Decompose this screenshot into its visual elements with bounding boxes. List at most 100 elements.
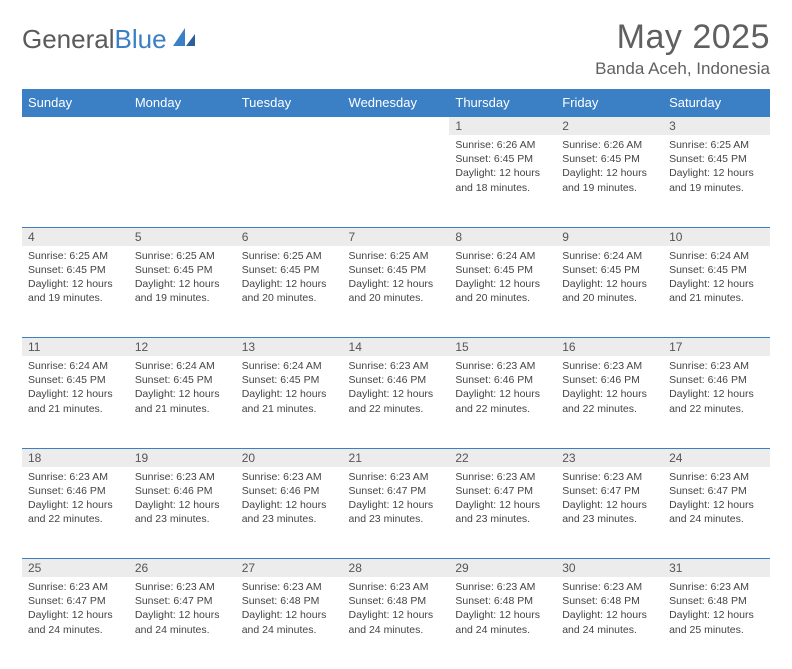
sunrise-line: Sunrise: 6:23 AM — [669, 470, 764, 484]
day-data-cell: Sunrise: 6:24 AMSunset: 6:45 PMDaylight:… — [236, 356, 343, 448]
sunrise-line: Sunrise: 6:23 AM — [455, 359, 550, 373]
day-data-cell: Sunrise: 6:23 AMSunset: 6:46 PMDaylight:… — [343, 356, 450, 448]
sunrise-line: Sunrise: 6:25 AM — [135, 249, 230, 263]
daylight-line: Daylight: 12 hours and 20 minutes. — [242, 277, 337, 305]
day-number-cell — [343, 117, 450, 136]
daylight-line: Daylight: 12 hours and 19 minutes. — [562, 166, 657, 194]
daylight-line: Daylight: 12 hours and 20 minutes. — [455, 277, 550, 305]
day-number-cell — [236, 117, 343, 136]
daylight-line: Daylight: 12 hours and 23 minutes. — [562, 498, 657, 526]
sunset-line: Sunset: 6:46 PM — [455, 373, 550, 387]
daylight-line: Daylight: 12 hours and 21 minutes. — [242, 387, 337, 415]
sunrise-line: Sunrise: 6:23 AM — [349, 359, 444, 373]
day-data-cell: Sunrise: 6:25 AMSunset: 6:45 PMDaylight:… — [236, 246, 343, 338]
title-block: May 2025 Banda Aceh, Indonesia — [595, 18, 770, 79]
daylight-line: Daylight: 12 hours and 24 minutes. — [242, 608, 337, 636]
day-data-cell: Sunrise: 6:23 AMSunset: 6:48 PMDaylight:… — [556, 577, 663, 669]
day-number-cell — [129, 117, 236, 136]
sunrise-line: Sunrise: 6:23 AM — [28, 470, 123, 484]
day-number-cell: 20 — [236, 448, 343, 467]
sunrise-line: Sunrise: 6:26 AM — [455, 138, 550, 152]
daylight-line: Daylight: 12 hours and 23 minutes. — [242, 498, 337, 526]
day-number-cell: 17 — [663, 338, 770, 357]
sunset-line: Sunset: 6:47 PM — [562, 484, 657, 498]
sunrise-line: Sunrise: 6:23 AM — [669, 359, 764, 373]
day-data-cell: Sunrise: 6:24 AMSunset: 6:45 PMDaylight:… — [449, 246, 556, 338]
sunset-line: Sunset: 6:46 PM — [28, 484, 123, 498]
day-data-cell: Sunrise: 6:23 AMSunset: 6:46 PMDaylight:… — [663, 356, 770, 448]
day-data-cell: Sunrise: 6:24 AMSunset: 6:45 PMDaylight:… — [556, 246, 663, 338]
day-number-cell: 19 — [129, 448, 236, 467]
daylight-line: Daylight: 12 hours and 20 minutes. — [349, 277, 444, 305]
day-number-cell: 8 — [449, 227, 556, 246]
sunset-line: Sunset: 6:47 PM — [669, 484, 764, 498]
day-data-cell: Sunrise: 6:25 AMSunset: 6:45 PMDaylight:… — [343, 246, 450, 338]
sail-icon — [171, 24, 197, 55]
sunrise-line: Sunrise: 6:23 AM — [562, 359, 657, 373]
daylight-line: Daylight: 12 hours and 22 minutes. — [669, 387, 764, 415]
daylight-line: Daylight: 12 hours and 19 minutes. — [28, 277, 123, 305]
logo: GeneralBlue — [22, 18, 197, 55]
day-data-cell: Sunrise: 6:23 AMSunset: 6:47 PMDaylight:… — [663, 467, 770, 559]
day-data-cell — [343, 135, 450, 227]
daylight-line: Daylight: 12 hours and 24 minutes. — [669, 498, 764, 526]
day-number-cell: 6 — [236, 227, 343, 246]
sunset-line: Sunset: 6:48 PM — [562, 594, 657, 608]
sunrise-line: Sunrise: 6:23 AM — [669, 580, 764, 594]
day-number-cell: 18 — [22, 448, 129, 467]
sunrise-line: Sunrise: 6:24 AM — [562, 249, 657, 263]
logo-text-blue: Blue — [115, 24, 167, 55]
weekday-header: Monday — [129, 89, 236, 117]
day-data-cell: Sunrise: 6:25 AMSunset: 6:45 PMDaylight:… — [663, 135, 770, 227]
daynum-row: 45678910 — [22, 227, 770, 246]
day-data-cell: Sunrise: 6:23 AMSunset: 6:48 PMDaylight:… — [236, 577, 343, 669]
sunset-line: Sunset: 6:45 PM — [455, 152, 550, 166]
day-data-cell — [129, 135, 236, 227]
weekday-header: Sunday — [22, 89, 129, 117]
day-data-cell: Sunrise: 6:23 AMSunset: 6:48 PMDaylight:… — [343, 577, 450, 669]
sunset-line: Sunset: 6:45 PM — [349, 263, 444, 277]
daylight-line: Daylight: 12 hours and 22 minutes. — [455, 387, 550, 415]
sunset-line: Sunset: 6:45 PM — [562, 263, 657, 277]
day-number-cell: 13 — [236, 338, 343, 357]
day-number-cell: 16 — [556, 338, 663, 357]
day-number-cell: 29 — [449, 559, 556, 578]
day-data-cell: Sunrise: 6:26 AMSunset: 6:45 PMDaylight:… — [556, 135, 663, 227]
weekday-header-row: SundayMondayTuesdayWednesdayThursdayFrid… — [22, 89, 770, 117]
sunset-line: Sunset: 6:45 PM — [135, 373, 230, 387]
day-data-cell: Sunrise: 6:24 AMSunset: 6:45 PMDaylight:… — [129, 356, 236, 448]
day-data-cell: Sunrise: 6:24 AMSunset: 6:45 PMDaylight:… — [663, 246, 770, 338]
daylight-line: Daylight: 12 hours and 22 minutes. — [28, 498, 123, 526]
sunrise-line: Sunrise: 6:23 AM — [455, 580, 550, 594]
sunset-line: Sunset: 6:48 PM — [669, 594, 764, 608]
sunset-line: Sunset: 6:48 PM — [349, 594, 444, 608]
sunset-line: Sunset: 6:46 PM — [135, 484, 230, 498]
weekday-header: Thursday — [449, 89, 556, 117]
sunrise-line: Sunrise: 6:23 AM — [28, 580, 123, 594]
sunset-line: Sunset: 6:45 PM — [28, 263, 123, 277]
day-number-cell: 12 — [129, 338, 236, 357]
sunset-line: Sunset: 6:48 PM — [455, 594, 550, 608]
day-data-row: Sunrise: 6:23 AMSunset: 6:47 PMDaylight:… — [22, 577, 770, 669]
daylight-line: Daylight: 12 hours and 19 minutes. — [669, 166, 764, 194]
daylight-line: Daylight: 12 hours and 24 minutes. — [349, 608, 444, 636]
sunrise-line: Sunrise: 6:24 AM — [669, 249, 764, 263]
daylight-line: Daylight: 12 hours and 21 minutes. — [669, 277, 764, 305]
daylight-line: Daylight: 12 hours and 24 minutes. — [28, 608, 123, 636]
sunset-line: Sunset: 6:45 PM — [669, 152, 764, 166]
daynum-row: 11121314151617 — [22, 338, 770, 357]
weekday-header: Wednesday — [343, 89, 450, 117]
sunrise-line: Sunrise: 6:23 AM — [135, 470, 230, 484]
day-data-cell — [236, 135, 343, 227]
sunrise-line: Sunrise: 6:23 AM — [349, 470, 444, 484]
day-data-cell: Sunrise: 6:23 AMSunset: 6:48 PMDaylight:… — [663, 577, 770, 669]
sunrise-line: Sunrise: 6:23 AM — [455, 470, 550, 484]
day-number-cell: 3 — [663, 117, 770, 136]
sunrise-line: Sunrise: 6:23 AM — [242, 470, 337, 484]
sunrise-line: Sunrise: 6:25 AM — [669, 138, 764, 152]
day-data-cell: Sunrise: 6:23 AMSunset: 6:47 PMDaylight:… — [129, 577, 236, 669]
sunset-line: Sunset: 6:45 PM — [669, 263, 764, 277]
day-number-cell: 5 — [129, 227, 236, 246]
day-data-cell: Sunrise: 6:26 AMSunset: 6:45 PMDaylight:… — [449, 135, 556, 227]
sunrise-line: Sunrise: 6:24 AM — [28, 359, 123, 373]
